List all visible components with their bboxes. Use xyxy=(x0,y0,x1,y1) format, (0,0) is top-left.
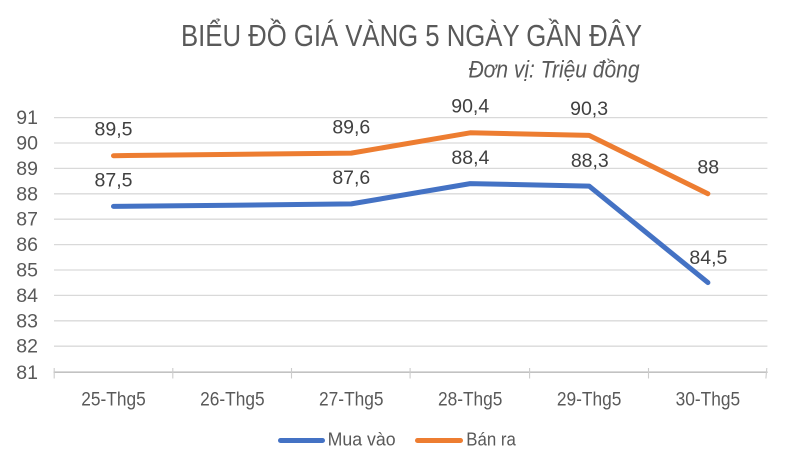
svg-text:89,6: 89,6 xyxy=(332,116,370,138)
svg-text:Mua vào: Mua vào xyxy=(328,429,396,449)
svg-text:85: 85 xyxy=(16,260,38,282)
svg-text:87: 87 xyxy=(16,209,38,231)
svg-text:88: 88 xyxy=(697,157,719,179)
svg-text:26-Thg5: 26-Thg5 xyxy=(200,388,265,410)
svg-text:88,4: 88,4 xyxy=(451,147,489,169)
svg-text:Đơn vị: Triệu đồng: Đơn vị: Triệu đồng xyxy=(469,57,641,84)
svg-text:88,3: 88,3 xyxy=(571,150,609,172)
svg-text:82: 82 xyxy=(16,336,38,358)
svg-text:28-Thg5: 28-Thg5 xyxy=(438,388,503,410)
svg-text:BIỂU ĐỒ GIÁ VÀNG 5 NGÀY GẦN ĐÂ: BIỂU ĐỒ GIÁ VÀNG 5 NGÀY GẦN ĐÂY xyxy=(181,17,642,53)
svg-text:89: 89 xyxy=(16,158,38,180)
svg-text:87,5: 87,5 xyxy=(95,169,133,191)
svg-text:84,5: 84,5 xyxy=(689,247,727,269)
svg-text:30-Thg5: 30-Thg5 xyxy=(676,388,741,410)
svg-text:86: 86 xyxy=(16,234,38,256)
svg-text:87,6: 87,6 xyxy=(332,167,370,189)
svg-text:89,5: 89,5 xyxy=(95,119,133,141)
svg-text:27-Thg5: 27-Thg5 xyxy=(319,388,384,410)
svg-text:91: 91 xyxy=(16,107,38,129)
svg-text:84: 84 xyxy=(16,285,38,307)
svg-text:Bán ra: Bán ra xyxy=(466,429,517,449)
svg-text:90,4: 90,4 xyxy=(451,96,489,118)
svg-text:25-Thg5: 25-Thg5 xyxy=(81,388,146,410)
svg-text:88: 88 xyxy=(16,183,38,205)
svg-text:90,3: 90,3 xyxy=(570,98,608,120)
svg-text:90: 90 xyxy=(16,133,38,155)
svg-text:81: 81 xyxy=(16,362,38,384)
svg-text:29-Thg5: 29-Thg5 xyxy=(557,388,622,410)
svg-text:83: 83 xyxy=(16,310,38,332)
